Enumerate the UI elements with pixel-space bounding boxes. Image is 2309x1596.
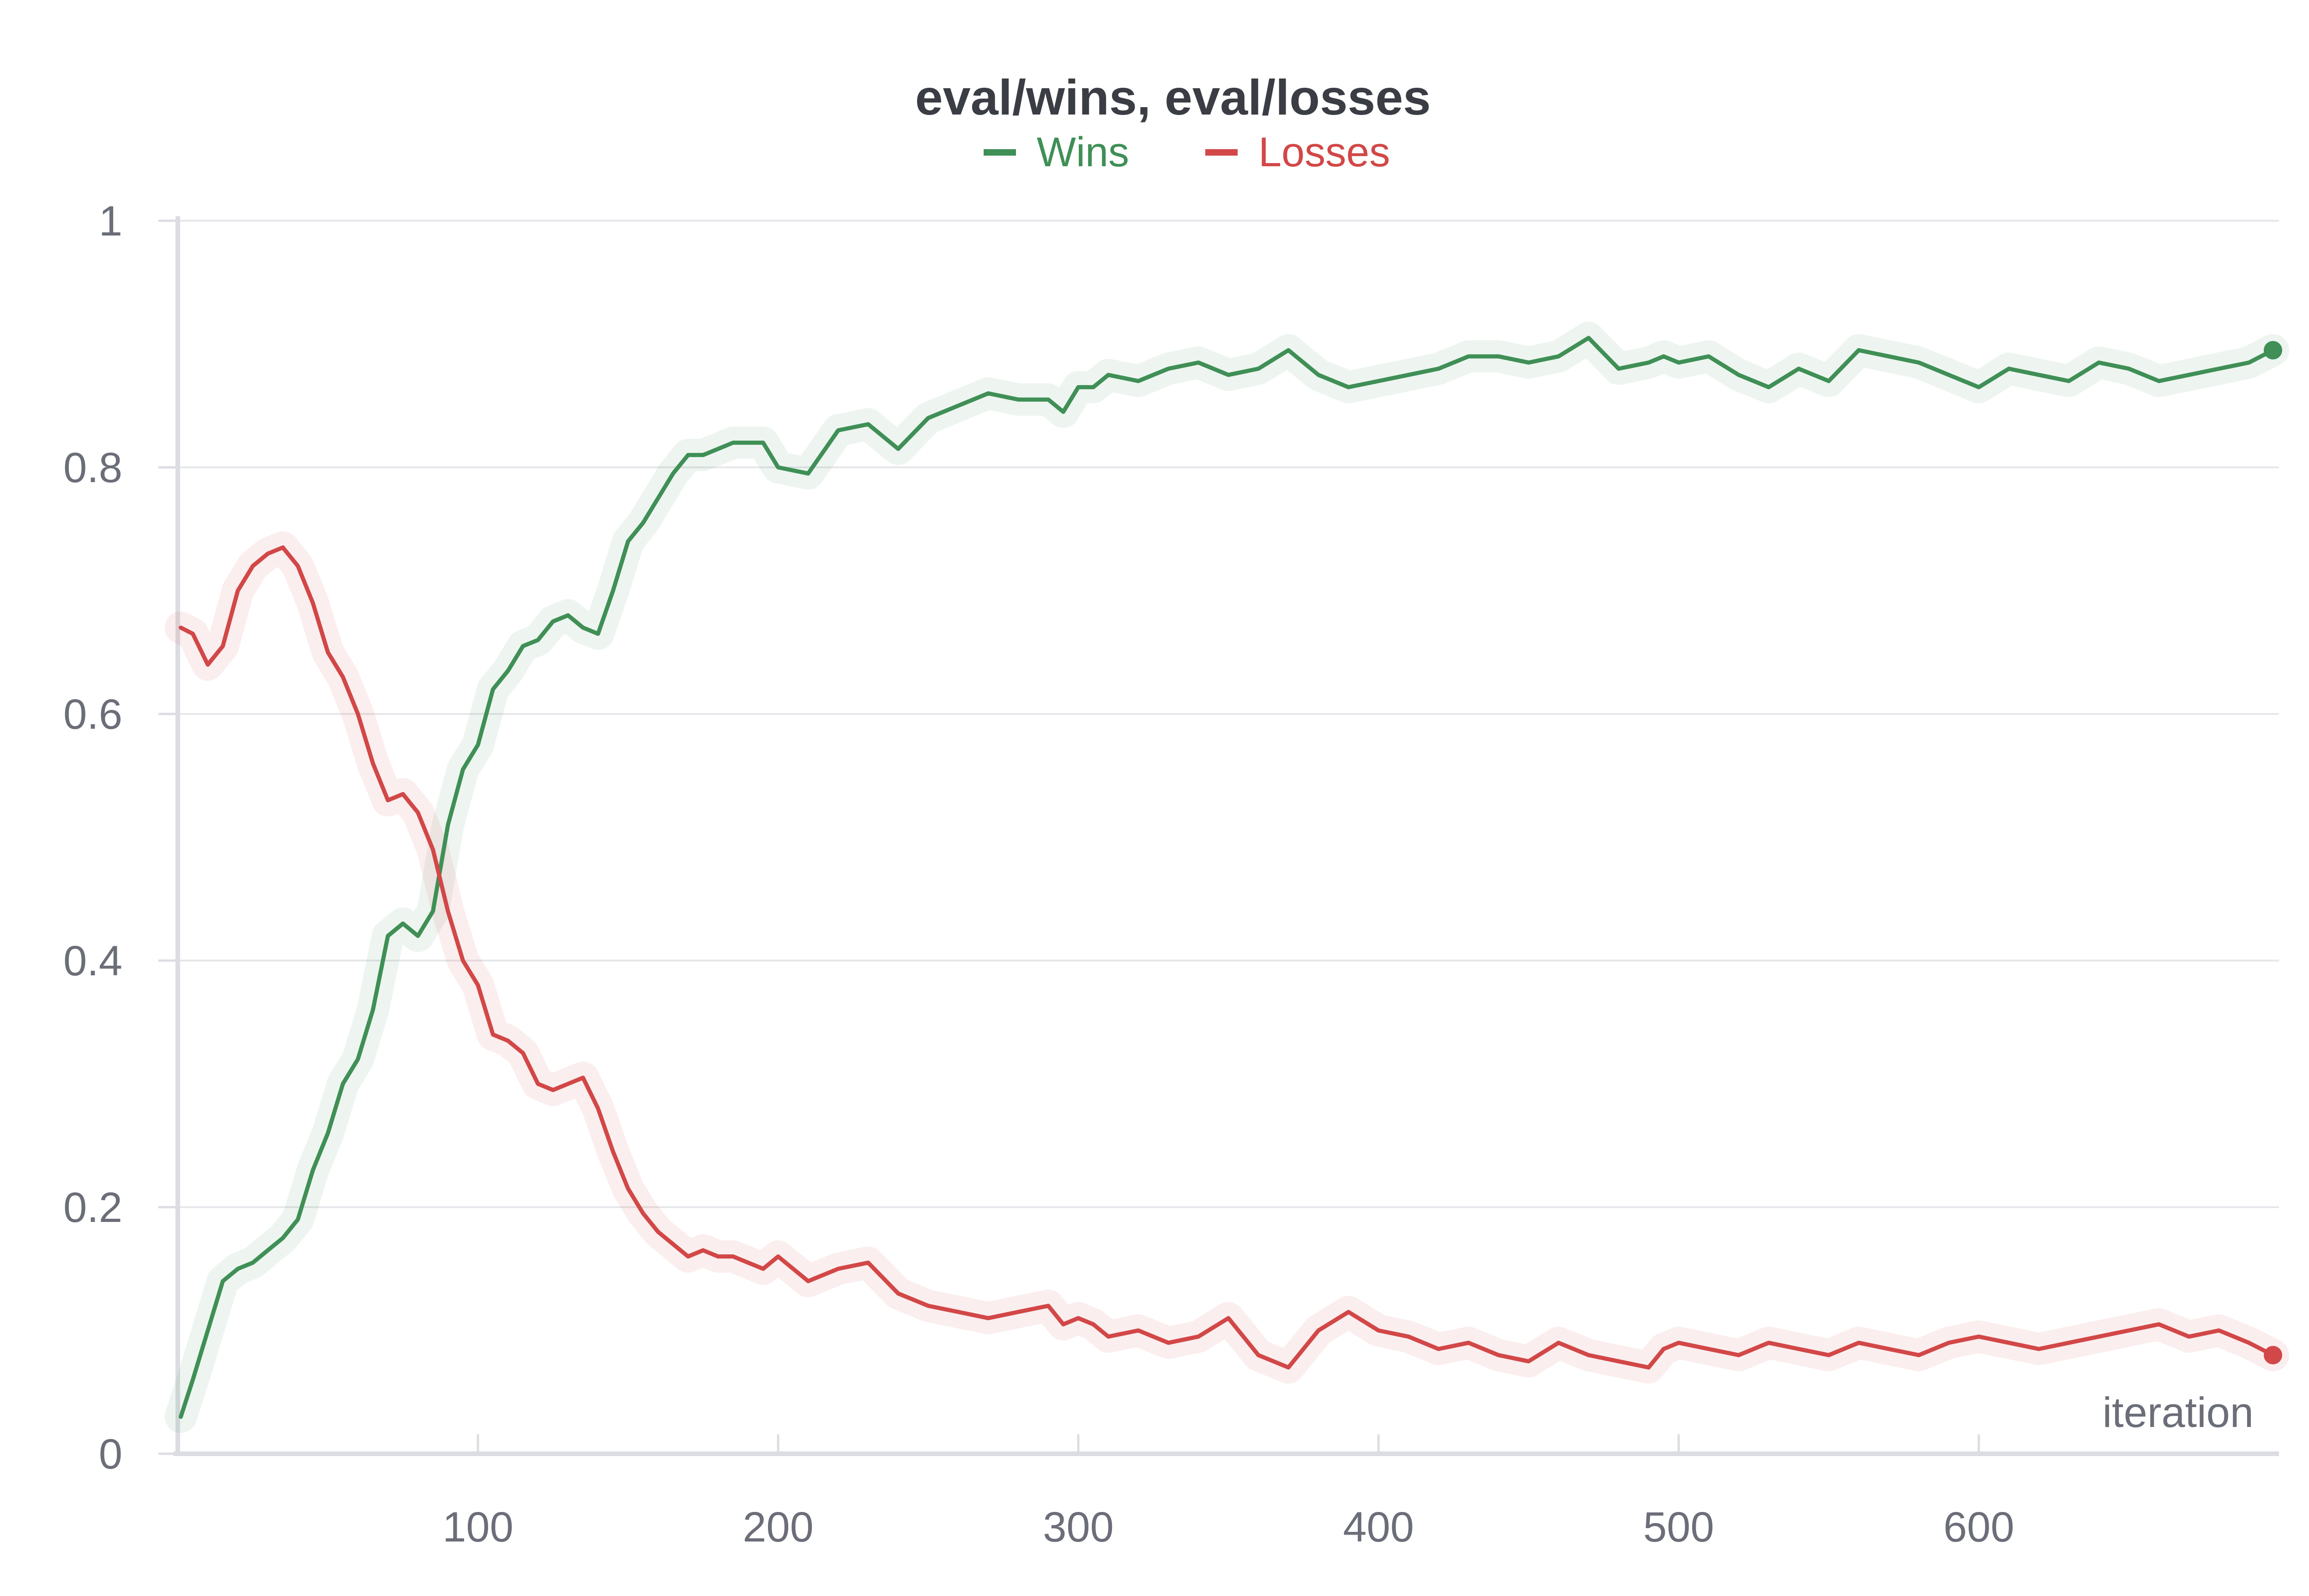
chart-title: eval/wins, eval/losses (915, 69, 1431, 125)
series-line-wins (179, 336, 2275, 1419)
x-tick-label: 400 (1343, 1504, 1414, 1551)
series-endpoint-losses (2264, 1346, 2282, 1365)
x-tick-label: 600 (1943, 1504, 2014, 1551)
axes (158, 216, 2279, 1456)
y-tick-label: 0.2 (63, 1184, 122, 1231)
legend: Wins Losses (984, 129, 1390, 175)
legend-label-losses: Losses (1258, 129, 1390, 175)
x-tick-label: 500 (1643, 1504, 1714, 1551)
x-tick-label: 100 (442, 1504, 514, 1551)
series-layer (164, 321, 2289, 1433)
series-line-losses (179, 545, 2275, 1370)
y-tick-label: 1 (99, 198, 122, 245)
x-tick-label: 200 (743, 1504, 814, 1551)
y-tick-label: 0.8 (63, 444, 122, 491)
y-tick-label: 0 (99, 1431, 122, 1478)
series-endpoint-wins (2264, 341, 2282, 360)
x-tick-label: 300 (1043, 1504, 1114, 1551)
legend-label-wins: Wins (1037, 129, 1129, 175)
x-tick-labels: 100 200 300 400 500 600 (442, 1504, 2014, 1551)
y-tick-label: 0.6 (63, 691, 122, 738)
y-tick-labels: 0 0.2 0.4 0.6 0.8 1 (63, 198, 122, 1478)
grid-lines (178, 220, 2279, 1208)
x-axis-label: iteration (2103, 1389, 2254, 1436)
y-tick-label: 0.4 (63, 937, 122, 985)
